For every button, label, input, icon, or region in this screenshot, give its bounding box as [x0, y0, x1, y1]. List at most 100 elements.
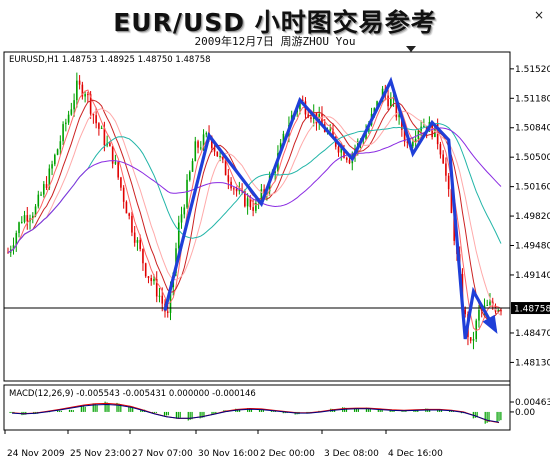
price-tick-label: 1.48130 — [515, 358, 550, 368]
candle-body — [31, 215, 34, 219]
candle-body — [340, 148, 343, 153]
candle-body — [95, 115, 97, 124]
macd-bar — [118, 403, 120, 412]
macd-bar — [377, 409, 379, 412]
candle-body — [390, 98, 392, 107]
time-tick-label: 25 Nov 23:00 — [70, 449, 131, 459]
candle-body — [100, 127, 103, 129]
candle-body — [235, 188, 238, 192]
macd-panel-header: MACD(12,26,9) -0.005543 -0.005431 0.0000… — [9, 389, 256, 399]
macd-bar — [189, 411, 191, 420]
macd-bar — [484, 411, 486, 424]
macd-bar — [215, 411, 217, 415]
macd-bar — [417, 410, 419, 412]
macd-bar — [486, 411, 488, 423]
candle — [447, 173, 450, 197]
candle-body — [395, 97, 398, 118]
candle — [23, 210, 26, 224]
macd-bar — [13, 411, 15, 413]
macd-bar — [474, 411, 476, 418]
macd-bar — [140, 409, 142, 412]
macd-bar — [367, 407, 369, 412]
macd-bar — [498, 411, 500, 421]
candle-body — [144, 263, 147, 277]
macd-bar — [379, 409, 381, 412]
macd-bar — [72, 410, 74, 412]
candle — [205, 131, 208, 138]
candle — [414, 130, 417, 148]
candle — [177, 215, 180, 253]
candle — [92, 113, 95, 124]
candle-body — [155, 279, 158, 297]
macd-bar — [132, 406, 134, 412]
macd-bar — [437, 409, 439, 412]
chevron-down-icon[interactable] — [406, 46, 416, 52]
price-tick-label: 1.50500 — [515, 153, 550, 163]
current-price-line: 1.48758 — [4, 302, 550, 315]
candle — [423, 118, 425, 128]
macd-bar — [247, 408, 249, 412]
time-tick-label: 24 Nov 2009 — [7, 449, 65, 459]
candle-body — [472, 339, 475, 341]
candle-body — [252, 207, 254, 211]
candle-body — [73, 100, 75, 110]
candle-body — [332, 129, 334, 138]
candle — [478, 305, 480, 328]
macd-histogram — [9, 401, 502, 424]
macd-bar — [405, 411, 407, 412]
macd-bar — [96, 404, 98, 412]
candle-body — [329, 129, 332, 131]
close-icon[interactable]: × — [533, 8, 544, 22]
candle — [56, 148, 59, 156]
macd-bar — [258, 409, 261, 412]
candle-body — [469, 337, 472, 341]
candle-body — [34, 206, 37, 216]
candle-body — [37, 194, 40, 207]
candle — [233, 186, 235, 195]
macd-bar — [9, 411, 11, 413]
candle-body — [274, 171, 276, 173]
candle-body — [111, 146, 114, 164]
candle — [98, 122, 100, 136]
candle-body — [255, 202, 257, 211]
candle-body — [103, 127, 106, 146]
moving-average-line — [7, 127, 502, 254]
candle-body — [348, 159, 351, 164]
macd-bar — [401, 411, 403, 412]
candle — [191, 158, 194, 172]
candle-body — [56, 149, 59, 155]
candle — [486, 299, 489, 307]
candle — [144, 262, 147, 278]
price-axis: 1.51520 1.51180 1.50840 1.50500 1.50160 1.498… — [510, 65, 550, 368]
candle — [109, 141, 111, 147]
price-tick-label: 1.49820 — [515, 212, 550, 222]
macd-bar — [163, 411, 166, 416]
candle-body — [59, 141, 62, 150]
macd-bar — [389, 410, 391, 412]
macd-bar — [58, 410, 61, 412]
macd-bar — [250, 408, 253, 412]
macd-bar — [440, 409, 443, 412]
candle — [180, 206, 183, 229]
candle-body — [199, 147, 202, 149]
candle-body — [48, 168, 51, 188]
candle — [412, 137, 414, 149]
candle — [147, 276, 150, 284]
chart-subtitle: 2009年12月7日 周游ZHOU You — [194, 35, 356, 48]
time-tick-label: 2 Dec 00:00 — [260, 449, 315, 459]
price-panel — [3, 51, 511, 382]
candle — [348, 157, 351, 165]
candle — [15, 230, 18, 252]
macd-bar — [415, 409, 417, 412]
macd-bar — [11, 411, 13, 413]
candle-body — [442, 154, 444, 164]
candle — [117, 161, 119, 180]
candle — [216, 151, 219, 157]
macd-bar — [57, 410, 59, 412]
candle-body — [453, 213, 455, 241]
candle-body — [282, 133, 285, 143]
candle-body — [222, 156, 224, 160]
candle-body — [188, 171, 191, 180]
macd-bar — [108, 403, 110, 412]
